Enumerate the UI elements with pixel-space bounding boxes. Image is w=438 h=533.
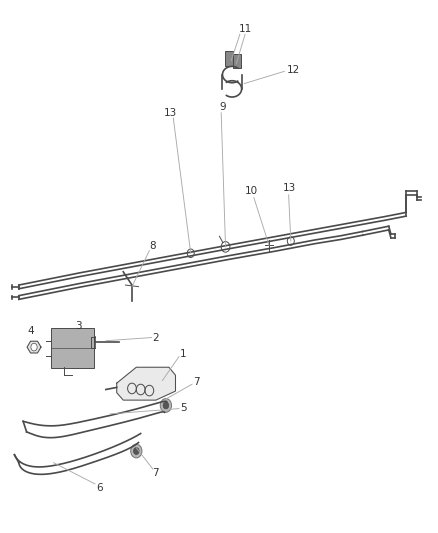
Text: 5: 5 (180, 402, 187, 413)
Circle shape (163, 402, 169, 409)
Text: 9: 9 (219, 102, 226, 112)
FancyBboxPatch shape (50, 328, 94, 368)
Text: 2: 2 (152, 333, 159, 343)
Text: 7: 7 (193, 377, 200, 387)
Text: 8: 8 (149, 241, 156, 252)
Circle shape (134, 448, 139, 455)
Text: 13: 13 (283, 183, 296, 193)
Text: 12: 12 (286, 66, 300, 75)
Circle shape (31, 343, 37, 351)
Text: 11: 11 (238, 24, 252, 34)
Text: 1: 1 (180, 349, 187, 359)
FancyBboxPatch shape (225, 52, 233, 66)
Circle shape (131, 444, 142, 458)
Polygon shape (27, 341, 41, 353)
Circle shape (160, 399, 172, 413)
Text: 6: 6 (96, 482, 102, 492)
Text: 10: 10 (245, 186, 258, 196)
Polygon shape (117, 367, 176, 400)
Text: 7: 7 (152, 469, 159, 478)
Text: 4: 4 (28, 326, 34, 336)
Text: 3: 3 (75, 321, 82, 331)
FancyBboxPatch shape (233, 54, 241, 68)
Text: 13: 13 (164, 108, 177, 118)
